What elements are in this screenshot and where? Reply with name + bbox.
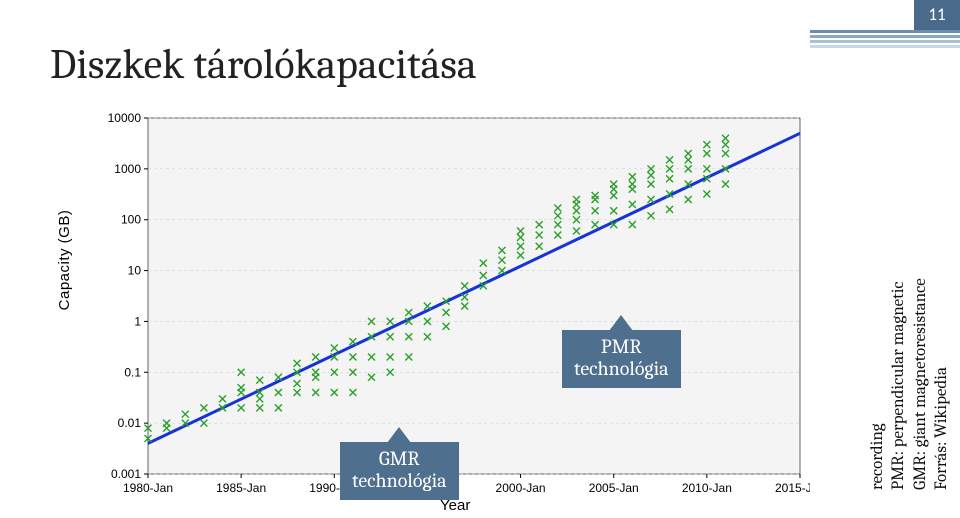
accent-bar-1 [810, 30, 960, 33]
pmr-callout: PMR technológia [562, 330, 681, 388]
svg-text:1985-Jan: 1985-Jan [216, 481, 266, 495]
gmr-line2: technológia [352, 469, 447, 492]
svg-text:2015-Jan: 2015-Jan [775, 481, 810, 495]
page-title: Diszkek tárolókapacitása [50, 40, 477, 89]
chart-y-label: Capacity (GB) [56, 210, 73, 311]
svg-text:1: 1 [134, 314, 141, 328]
side-citation: Forrás: Wikipedia GMR: giant magnetoresi… [862, 180, 952, 490]
svg-text:0.001: 0.001 [111, 467, 141, 481]
svg-text:2005-Jan: 2005-Jan [589, 481, 639, 495]
accent-bar-4 [810, 45, 960, 48]
svg-text:1000: 1000 [114, 162, 141, 176]
svg-text:1980-Jan: 1980-Jan [123, 481, 173, 495]
svg-text:0.01: 0.01 [118, 416, 142, 430]
side-line3: PMR: perpendicular magnetic [889, 180, 909, 490]
svg-text:2010-Jan: 2010-Jan [682, 481, 732, 495]
gmr-callout: GMR technológia [340, 442, 459, 500]
svg-text:100: 100 [121, 213, 141, 227]
callout-tail-icon [387, 427, 411, 443]
svg-text:2000-Jan: 2000-Jan [496, 481, 546, 495]
accent-bar-3 [810, 40, 960, 43]
accent-bars [810, 30, 960, 50]
gmr-line1: GMR [379, 447, 420, 470]
pmr-line2: technológia [574, 357, 669, 380]
accent-bar-2 [810, 35, 960, 38]
slide-number: 11 [914, 0, 960, 30]
svg-text:0.1: 0.1 [124, 365, 141, 379]
pmr-line1: PMR [601, 335, 642, 358]
side-line2: GMR: giant magnetoresistance [911, 180, 931, 490]
svg-text:10: 10 [128, 264, 142, 278]
callout-tail-icon [609, 315, 633, 331]
slide: 11 Diszkek tárolókapacitása Capacity (GB… [0, 0, 960, 518]
side-line1: Forrás: Wikipedia [932, 180, 952, 490]
svg-text:10000: 10000 [108, 111, 142, 125]
side-line4: recording [868, 180, 888, 490]
